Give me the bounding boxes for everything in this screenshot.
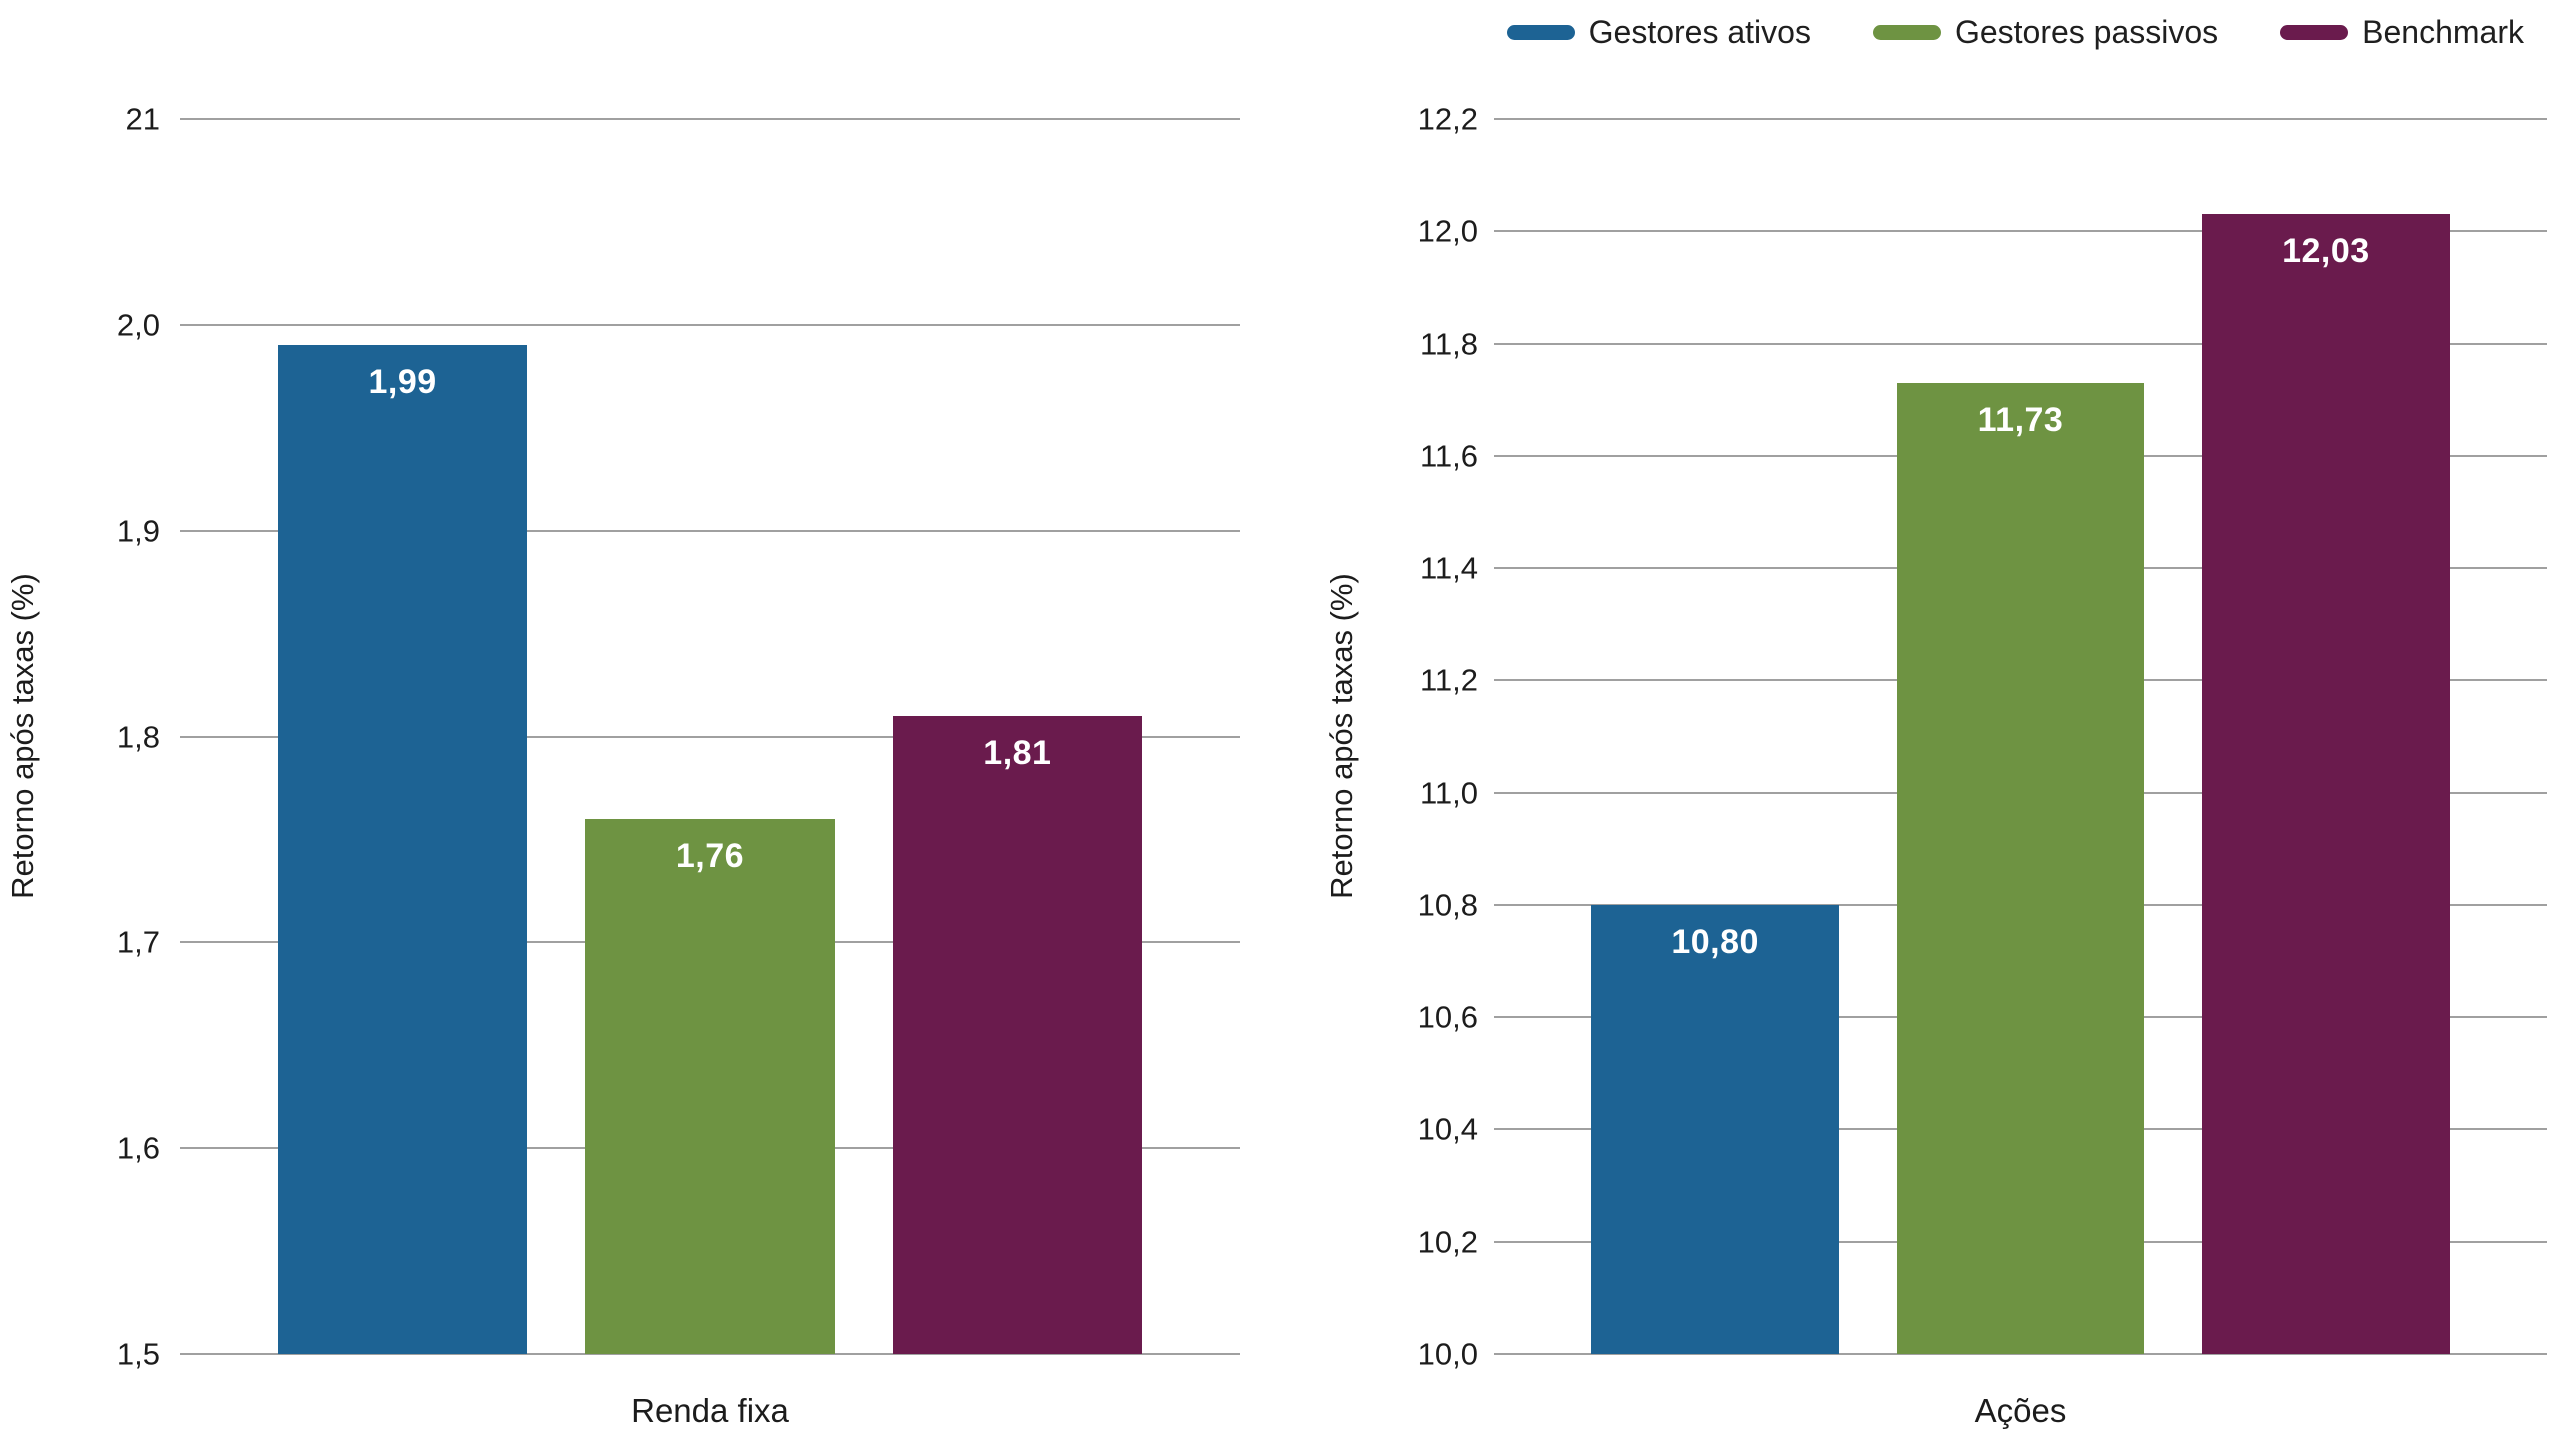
bar-value-label: 1,81: [983, 733, 1052, 772]
gridline: [1494, 230, 2547, 233]
legend-label: Gestores ativos: [1588, 14, 1811, 50]
y-tick-label: 1,9: [116, 513, 160, 549]
gridline: [180, 323, 1240, 326]
x-axis-category-label: Renda fixa: [631, 1392, 789, 1429]
y-tick-label: 10,2: [1417, 1224, 1478, 1260]
y-tick-label: 21: [125, 101, 160, 137]
bar-benchmark: 1,81: [892, 715, 1142, 1354]
gridline: [1494, 118, 2547, 120]
y-tick-label: 10,6: [1417, 999, 1478, 1035]
gridline: [180, 118, 1240, 120]
y-tick-label: 1,6: [116, 1130, 160, 1166]
y-tick-label: 1,8: [116, 719, 160, 754]
gridline: [180, 529, 1240, 532]
y-axis-tick-labels: 12,2 12,0 11,8 11,6 11,4 11,2 11,0 10,8 10,6 10,4…: [1318, 104, 1478, 1370]
y-tick-label: 1,5: [116, 1336, 160, 1372]
y-tick-label: 12,0: [1417, 213, 1478, 249]
y-tick-label: 10,4: [1417, 1111, 1478, 1147]
y-tick-label: 10,0: [1417, 1336, 1478, 1372]
y-tick-label: 11,8: [1419, 326, 1478, 362]
y-tick-label: 11,4: [1419, 550, 1478, 586]
y-axis-tick-labels: 21 2,0 1,9 1,8 1,7 1,6 1,5: [40, 104, 160, 1370]
y-tick-label: 11,6: [1419, 438, 1478, 474]
bar-value-label: 1,99: [368, 363, 437, 402]
gridline: [1494, 342, 2547, 345]
x-axis-category-label: Ações: [1974, 1392, 2067, 1429]
legend-swatch-icon: [1506, 25, 1575, 40]
y-tick-label: 1,7: [116, 924, 160, 960]
chart-legend: Gestores ativos Gestores passivos Benchmar…: [1506, 14, 2524, 51]
y-tick-label: 12,2: [1417, 101, 1478, 137]
bar-value-label: 1,76: [675, 836, 745, 875]
legend-swatch-icon: [1872, 25, 1941, 40]
y-tick-label: 11,2: [1419, 662, 1478, 698]
legend-label: Gestores passivos: [1954, 14, 2219, 50]
gridline: [180, 735, 1240, 738]
bar-value-label: 12,03: [2282, 232, 2370, 271]
y-tick-label: 2,0: [116, 307, 160, 343]
gridline: [1494, 1353, 2547, 1355]
bar-gestores-passivos: 11,73: [1896, 382, 2145, 1354]
bar-value-label: 11,73: [1977, 400, 2064, 439]
plot-area: 10,80 11,73 12,03: [1494, 118, 2547, 1355]
y-tick-label: 11,0: [1419, 775, 1478, 811]
legend-label: Benchmark: [2362, 14, 2524, 50]
bar-value-label: 10,80: [1671, 922, 1759, 961]
bar-benchmark: 12,03: [2202, 214, 2450, 1354]
legend-item-gestores-passivos: Gestores passivos: [1872, 14, 2219, 51]
y-tick-label: 10,8: [1417, 887, 1478, 923]
y-axis-label: Retorno após taxas (%): [5, 573, 40, 899]
plot-area: 1,99 1,76 1,81: [180, 118, 1240, 1355]
legend-item-gestores-ativos: Gestores ativos: [1506, 14, 1811, 51]
legend-item-benchmark: Benchmark: [2280, 14, 2524, 51]
bar-gestores-ativos: 1,99: [278, 345, 528, 1354]
bar-gestores-ativos: 10,80: [1591, 904, 1839, 1354]
gridline: [180, 1353, 1240, 1355]
legend-swatch-icon: [2280, 25, 2349, 40]
bar-gestores-passivos: 1,76: [585, 818, 835, 1354]
